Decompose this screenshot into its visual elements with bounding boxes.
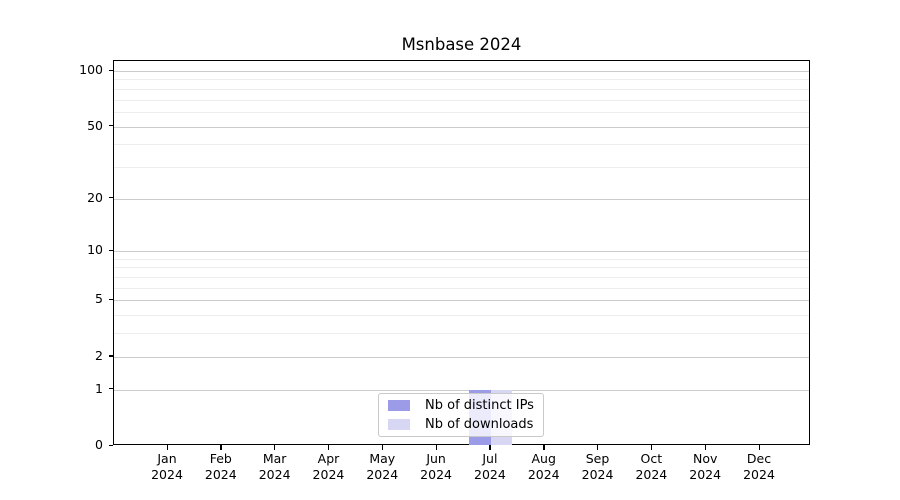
x-tick-label: Jan 2024 — [151, 451, 183, 482]
x-tick-label: Oct 2024 — [635, 451, 668, 482]
y-tick — [108, 125, 113, 127]
x-tick — [758, 445, 760, 450]
x-tick — [166, 445, 168, 450]
y-tick — [108, 197, 113, 199]
y-tick — [108, 444, 113, 446]
gridline-major — [114, 71, 809, 72]
gridline-major — [114, 126, 809, 128]
legend-swatch-icon — [388, 400, 410, 411]
gridline-minor — [114, 287, 809, 289]
gridline-minor — [114, 166, 809, 168]
gridline-minor — [114, 258, 809, 260]
x-tick-label: Apr 2024 — [312, 451, 345, 482]
y-tick-label: 100 — [79, 62, 103, 77]
x-tick — [489, 445, 491, 450]
x-tick-label: Feb 2024 — [204, 451, 237, 482]
legend-label: Nb of downloads — [425, 417, 534, 432]
y-tick-label: 5 — [95, 291, 103, 307]
x-tick — [435, 445, 437, 450]
legend-item: Nb of downloads — [388, 416, 534, 433]
legend-label: Nb of distinct IPs — [425, 398, 534, 413]
y-tick — [108, 69, 113, 71]
x-tick-label: Jun 2024 — [420, 451, 452, 482]
x-tick-label: Aug 2024 — [527, 451, 560, 482]
x-tick — [274, 445, 276, 450]
gridline-minor — [114, 333, 809, 335]
legend: Nb of distinct IPs Nb of downloads — [378, 393, 544, 437]
chart-title: Msnbase 2024 — [401, 35, 522, 54]
y-tick — [108, 355, 113, 357]
gridline-major — [114, 389, 809, 391]
y-tick — [108, 298, 113, 301]
x-tick — [381, 445, 384, 450]
x-tick — [704, 445, 706, 450]
gridline-minor — [114, 88, 809, 90]
gridline-minor — [114, 99, 809, 101]
x-tick — [543, 445, 545, 450]
y-tick-label: 10 — [87, 242, 103, 258]
x-tick-label: Nov 2024 — [689, 451, 722, 482]
gridline-major — [114, 251, 809, 253]
gridline-minor — [114, 267, 809, 269]
y-tick — [108, 388, 113, 390]
x-tick-label: Dec 2024 — [743, 451, 775, 482]
legend-item: Nb of distinct IPs — [388, 397, 534, 414]
gridline-major — [114, 300, 809, 302]
x-tick-label: May 2024 — [366, 451, 399, 482]
gridline-minor — [114, 277, 809, 279]
y-tick-label: 50 — [87, 117, 103, 133]
y-tick-label: 2 — [95, 347, 103, 363]
gridline-major — [114, 198, 809, 200]
legend-swatch-icon — [388, 419, 410, 430]
gridline-major — [114, 356, 809, 358]
gridline-minor — [114, 144, 809, 146]
gridline-minor — [114, 111, 809, 113]
gridline-minor — [114, 315, 809, 317]
y-tick-label: 0 — [95, 437, 103, 452]
gridline-minor — [114, 79, 809, 81]
plot-area — [113, 60, 810, 445]
y-tick-label: 20 — [87, 189, 103, 205]
x-tick-label: Jul 2024 — [474, 451, 506, 482]
y-tick-label: 1 — [95, 380, 103, 396]
x-tick — [220, 445, 222, 450]
y-tick — [108, 249, 113, 251]
x-tick — [597, 445, 599, 450]
x-tick-label: Mar 2024 — [258, 451, 291, 482]
x-tick-label: Sep 2024 — [581, 451, 614, 482]
x-tick — [327, 445, 330, 450]
x-tick — [650, 445, 653, 450]
